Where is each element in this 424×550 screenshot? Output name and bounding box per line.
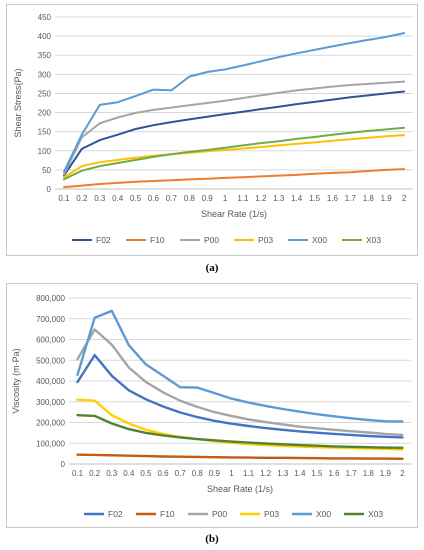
x-tick-label: 1.4 [291, 194, 303, 203]
x-tick-label: 1.9 [381, 194, 393, 203]
legend-label: P00 [212, 509, 227, 519]
series-line-p00 [76, 328, 404, 437]
legend-label: P00 [204, 235, 219, 245]
series-line-f10 [76, 453, 404, 461]
y-tick-label: 800,000 [36, 294, 65, 303]
x-tick-label: 0.7 [175, 469, 187, 478]
x-tick-label: 1.7 [346, 469, 358, 478]
legend-label: F10 [150, 235, 165, 245]
y-tick-label: 500,000 [36, 356, 65, 365]
x-tick-label: 0.4 [123, 469, 135, 478]
x-tick-label: 1.2 [260, 469, 272, 478]
x-tick-label: 0.1 [72, 469, 84, 478]
x-tick-label: 1 [223, 194, 228, 203]
x-tick-label: 0.1 [58, 194, 70, 203]
series-line-f02 [76, 353, 404, 439]
x-tick-label: 1.8 [363, 194, 375, 203]
shear-stress-chart: 0 50 100 150 200 250 300 350 400 450 0.1 0.2 0.3 0.4 0… [13, 13, 413, 245]
viscosity-chart-panel: 0 100,000 200,000 300,000 400,000 500,000 600,… [6, 283, 418, 528]
x-tick-label: 1.7 [345, 194, 357, 203]
y-tick-label: 200,000 [36, 419, 65, 428]
y-tick-label: 100,000 [36, 439, 65, 448]
x-tick-label: 1.5 [311, 469, 323, 478]
x-tick-label: 0.6 [148, 194, 160, 203]
x-tick-label: 1 [229, 469, 234, 478]
series-line-f10 [63, 168, 406, 189]
y-tick-label: 100 [38, 147, 52, 156]
x-tick-label: 0.8 [184, 194, 196, 203]
series-line-x03 [63, 126, 406, 181]
x-tick-label: 1.6 [328, 469, 340, 478]
legend-label: F02 [108, 509, 123, 519]
x-tick-label: 1.4 [294, 469, 306, 478]
x-tick-label: 1.3 [273, 194, 285, 203]
x-tick-label: 0.8 [192, 469, 204, 478]
caption-b: (b) [205, 533, 219, 545]
series-line-x00 [76, 309, 404, 423]
y-tick-label: 600,000 [36, 336, 65, 345]
y-axis-title: Shear Stress(Pa) [13, 68, 23, 137]
legend-label: P03 [258, 235, 273, 245]
x-tick-label: 0.2 [89, 469, 101, 478]
series-line-x03 [76, 413, 404, 450]
x-tick-label: 0.9 [209, 469, 221, 478]
series-line-x00 [63, 32, 406, 173]
x-tick-label: 0.4 [112, 194, 124, 203]
y-tick-label: 200 [38, 109, 52, 118]
y-tick-label: 300,000 [36, 398, 65, 407]
x-tick-label: 0.5 [140, 469, 152, 478]
x-tick-label: 2 [402, 194, 407, 203]
y-tick-label: 350 [38, 51, 52, 60]
y-tick-label: 0 [47, 185, 52, 194]
x-tick-label: 1.5 [309, 194, 321, 203]
y-tick-label: 50 [42, 166, 51, 175]
x-tick-label: 1.2 [255, 194, 267, 203]
y-tick-label: 400 [38, 32, 52, 41]
x-tick-label: 0.3 [94, 194, 106, 203]
x-tick-label: 1.9 [380, 469, 392, 478]
x-tick-label: 0.3 [106, 469, 118, 478]
y-tick-label: 450 [38, 13, 52, 22]
legend-label: F10 [160, 509, 175, 519]
y-tick-label: 250 [38, 89, 52, 98]
viscosity-chart: 0 100,000 200,000 300,000 400,000 500,000 600,… [11, 294, 411, 519]
series-line-p03 [63, 134, 406, 179]
series-line-f02 [63, 90, 406, 177]
legend-label: X03 [366, 235, 381, 245]
x-tick-label: 1.3 [277, 469, 289, 478]
x-tick-label: 1.1 [237, 194, 249, 203]
y-tick-label: 150 [38, 128, 52, 137]
caption-a: (a) [205, 262, 219, 274]
x-tick-label: 2 [400, 469, 405, 478]
x-axis-title: Shear Rate (1/s) [207, 484, 273, 494]
shear-stress-chart-panel: 0 50 100 150 200 250 300 350 400 450 0.1 0.2 0.3 0.4 0… [6, 4, 418, 256]
x-tick-label: 1.8 [363, 469, 375, 478]
legend-label: X03 [368, 509, 383, 519]
x-axis-title: Shear Rate (1/s) [201, 209, 267, 219]
x-tick-label: 0.7 [166, 194, 178, 203]
y-tick-label: 400,000 [36, 377, 65, 386]
x-tick-label: 0.5 [130, 194, 142, 203]
legend-label: P03 [264, 509, 279, 519]
legend-label: X00 [312, 235, 327, 245]
x-tick-label: 1.6 [327, 194, 339, 203]
x-tick-label: 0.9 [202, 194, 214, 203]
x-tick-label: 1.1 [243, 469, 255, 478]
y-tick-label: 0 [61, 460, 66, 469]
y-axis-title: Viscosity (m·Pa) [11, 348, 21, 413]
series-line-p00 [63, 80, 406, 176]
legend-label: F02 [96, 235, 111, 245]
x-tick-label: 0.6 [157, 469, 169, 478]
x-tick-label: 0.2 [76, 194, 88, 203]
legend-label: X00 [316, 509, 331, 519]
y-tick-label: 300 [38, 70, 52, 79]
y-tick-label: 700,000 [36, 315, 65, 324]
